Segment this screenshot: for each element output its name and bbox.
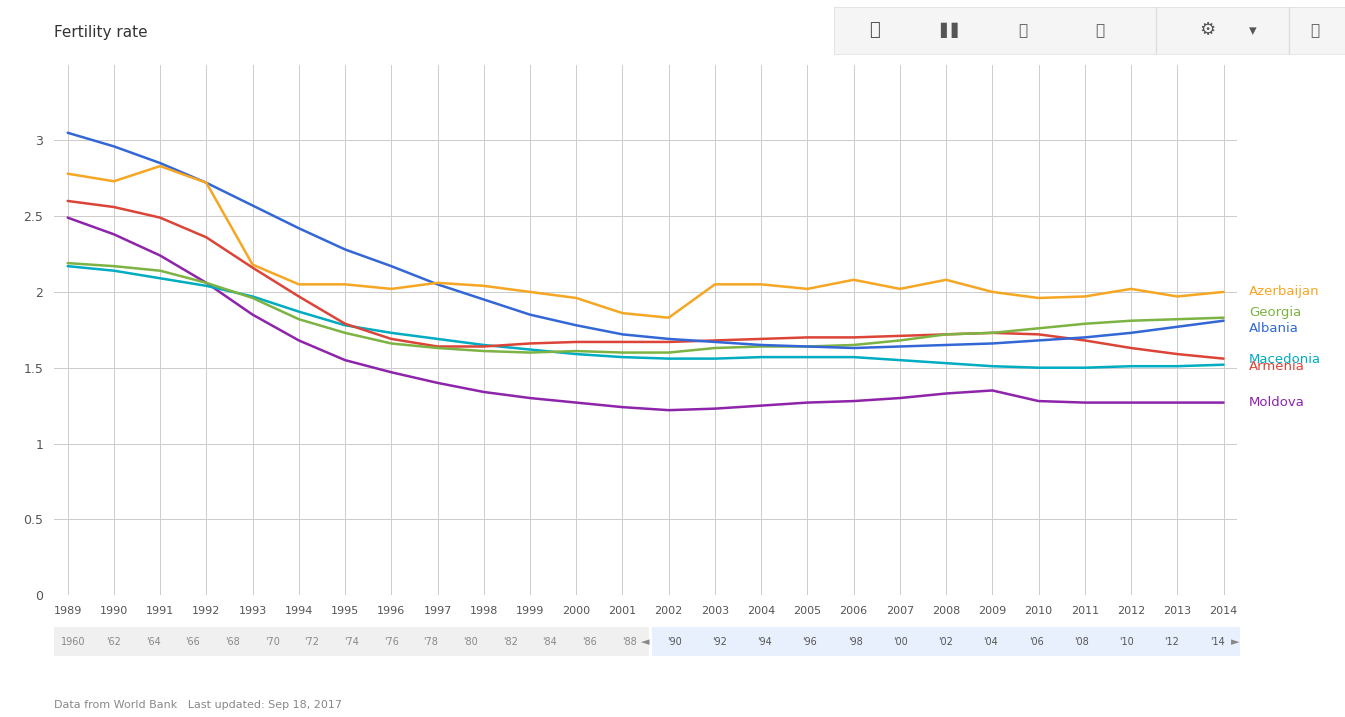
Text: '94: '94 bbox=[757, 637, 772, 647]
Text: '10: '10 bbox=[1119, 637, 1134, 647]
Text: '62: '62 bbox=[106, 637, 121, 647]
Text: '12: '12 bbox=[1165, 637, 1180, 647]
Text: '74: '74 bbox=[344, 637, 359, 647]
Text: '76: '76 bbox=[383, 637, 398, 647]
Text: '02: '02 bbox=[939, 637, 954, 647]
Text: '64: '64 bbox=[145, 637, 160, 647]
Text: '08: '08 bbox=[1075, 637, 1088, 647]
Text: '70: '70 bbox=[265, 637, 280, 647]
Text: '96: '96 bbox=[803, 637, 818, 647]
Text: '88: '88 bbox=[621, 637, 636, 647]
Text: '92: '92 bbox=[712, 637, 726, 647]
Text: '80: '80 bbox=[463, 637, 477, 647]
Text: Armenia: Armenia bbox=[1250, 360, 1305, 373]
Text: '72: '72 bbox=[304, 637, 319, 647]
Text: 1960: 1960 bbox=[62, 637, 86, 647]
Text: Albania: Albania bbox=[1250, 322, 1299, 335]
Text: ⤢: ⤢ bbox=[1095, 23, 1104, 38]
Text: ⤢: ⤢ bbox=[869, 22, 880, 39]
Text: '90: '90 bbox=[667, 637, 682, 647]
Text: Data from World Bank   Last updated: Sep 18, 2017: Data from World Bank Last updated: Sep 1… bbox=[54, 700, 342, 710]
Text: Moldova: Moldova bbox=[1250, 396, 1305, 409]
Text: '06: '06 bbox=[1029, 637, 1044, 647]
Text: Macedonia: Macedonia bbox=[1250, 353, 1321, 366]
Text: '66: '66 bbox=[186, 637, 200, 647]
Text: ▾: ▾ bbox=[1250, 23, 1256, 38]
Text: Georgia: Georgia bbox=[1250, 306, 1302, 319]
Text: '04: '04 bbox=[983, 637, 998, 647]
Text: ▐▐: ▐▐ bbox=[935, 23, 958, 38]
Text: '98: '98 bbox=[847, 637, 862, 647]
Text: '86: '86 bbox=[582, 637, 597, 647]
Text: '82: '82 bbox=[503, 637, 518, 647]
Text: Azerbaijan: Azerbaijan bbox=[1250, 285, 1319, 298]
Text: '84: '84 bbox=[542, 637, 557, 647]
Text: Fertility rate: Fertility rate bbox=[54, 25, 148, 40]
Text: ◄: ◄ bbox=[640, 637, 650, 647]
Text: '68: '68 bbox=[225, 637, 239, 647]
Text: '78: '78 bbox=[424, 637, 438, 647]
Text: ⚙: ⚙ bbox=[1198, 22, 1215, 39]
Text: ►: ► bbox=[1231, 637, 1240, 647]
Text: ⛓: ⛓ bbox=[1310, 23, 1319, 38]
Text: '14: '14 bbox=[1209, 637, 1224, 647]
Text: 🌐: 🌐 bbox=[1018, 23, 1028, 38]
Text: '00: '00 bbox=[893, 637, 908, 647]
